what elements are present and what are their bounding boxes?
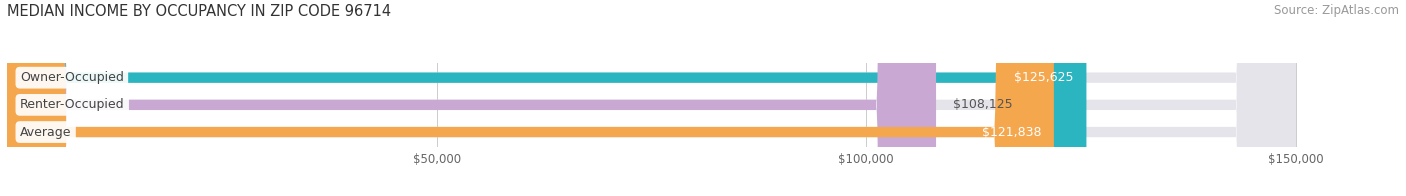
Text: $121,838: $121,838: [981, 126, 1040, 139]
FancyBboxPatch shape: [7, 0, 1296, 196]
Text: Average: Average: [20, 126, 72, 139]
FancyBboxPatch shape: [7, 0, 1296, 196]
Text: $125,625: $125,625: [1014, 71, 1074, 84]
FancyBboxPatch shape: [7, 0, 1087, 196]
Text: MEDIAN INCOME BY OCCUPANCY IN ZIP CODE 96714: MEDIAN INCOME BY OCCUPANCY IN ZIP CODE 9…: [7, 4, 391, 19]
FancyBboxPatch shape: [7, 0, 1296, 196]
Text: $108,125: $108,125: [953, 98, 1012, 111]
FancyBboxPatch shape: [7, 0, 936, 196]
Text: Renter-Occupied: Renter-Occupied: [20, 98, 125, 111]
Text: Source: ZipAtlas.com: Source: ZipAtlas.com: [1274, 4, 1399, 17]
Text: Owner-Occupied: Owner-Occupied: [20, 71, 124, 84]
FancyBboxPatch shape: [7, 0, 1054, 196]
